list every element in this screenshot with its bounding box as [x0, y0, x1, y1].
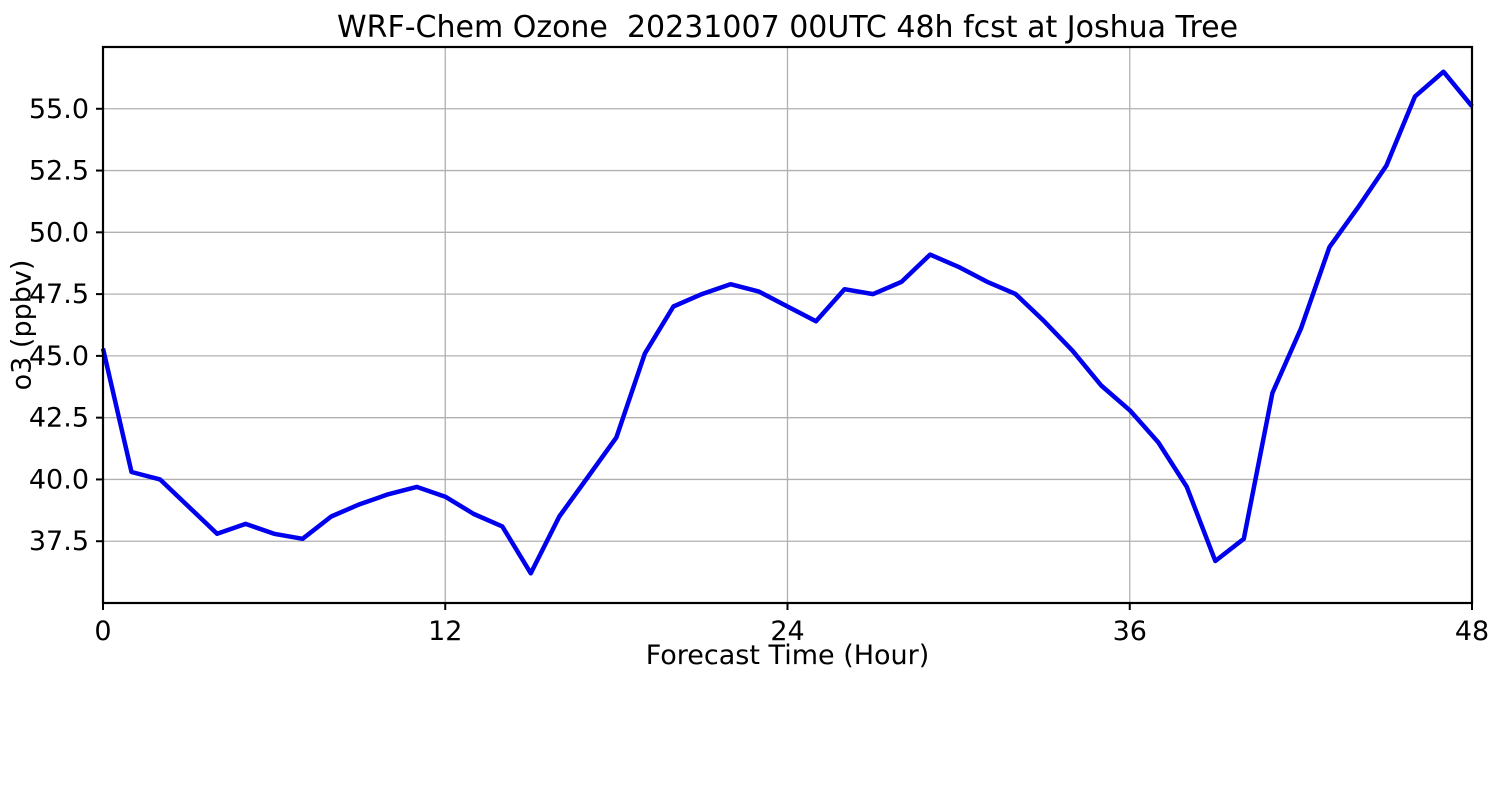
y-tick-label: 52.5	[29, 156, 89, 187]
y-tick-label: 47.5	[29, 279, 89, 310]
x-axis-label: Forecast Time (Hour)	[645, 640, 930, 671]
y-tick-label: 55.0	[29, 94, 89, 125]
y-tick-label: 40.0	[29, 464, 89, 495]
y-tick-label: 42.5	[29, 403, 89, 434]
y-axis-label: o3 (ppbv)	[6, 259, 38, 391]
x-tick-label: 36	[1113, 616, 1147, 647]
x-tick-label: 12	[428, 616, 462, 647]
chart-title: WRF-Chem Ozone 20231007 00UTC 48h fcst a…	[336, 10, 1239, 45]
y-tick-label: 50.0	[29, 217, 89, 248]
x-tick-label: 48	[1455, 616, 1489, 647]
ozone-series-line	[100, 69, 1474, 576]
x-tick-label: 0	[94, 616, 111, 647]
y-tick-label: 45.0	[29, 341, 89, 372]
y-tick-label: 37.5	[29, 526, 89, 557]
x-tick-label: 24	[770, 616, 804, 647]
